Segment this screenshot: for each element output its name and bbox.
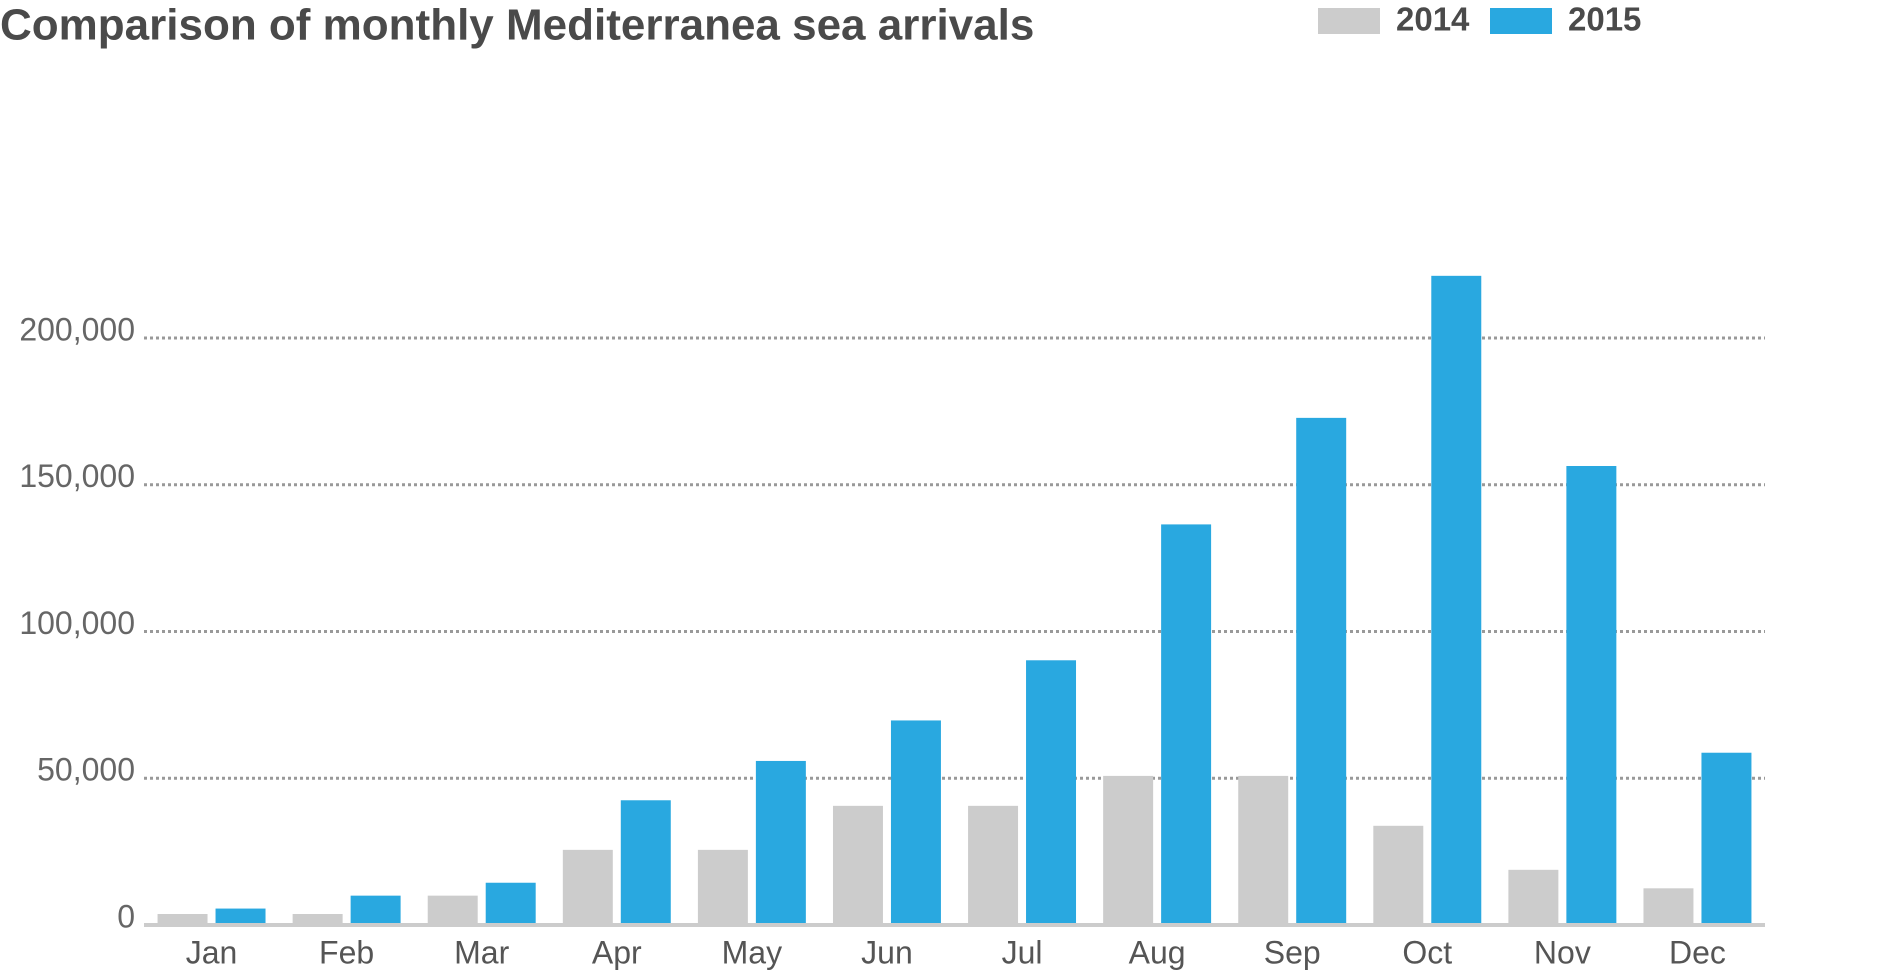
bar xyxy=(215,908,266,925)
bar xyxy=(1643,888,1694,925)
x-tick-label: Dec xyxy=(1669,934,1726,970)
y-tick-label: 0 xyxy=(117,898,135,934)
legend-swatch xyxy=(1490,8,1552,34)
legend-label: 2014 xyxy=(1396,1,1470,38)
bar xyxy=(890,720,941,925)
bar xyxy=(1431,275,1482,926)
bar xyxy=(1103,775,1154,925)
bar xyxy=(1026,660,1077,925)
bar xyxy=(1161,524,1212,925)
bar xyxy=(1373,825,1424,925)
bar xyxy=(1238,775,1289,925)
x-tick-label: Jul xyxy=(1002,934,1043,970)
x-tick-label: May xyxy=(722,934,782,970)
bar xyxy=(968,805,1019,925)
bar xyxy=(1566,466,1617,925)
legend-swatch xyxy=(1318,8,1380,34)
y-tick-label: 50,000 xyxy=(37,752,135,788)
x-tick-label: Mar xyxy=(454,934,509,970)
bar xyxy=(697,849,748,925)
bar xyxy=(350,895,401,925)
x-tick-label: Apr xyxy=(592,934,642,970)
y-tick-label: 150,000 xyxy=(19,458,135,494)
bar xyxy=(157,913,208,925)
legend-label: 2015 xyxy=(1568,1,1641,38)
x-tick-label: Oct xyxy=(1402,934,1452,970)
bar xyxy=(755,760,806,925)
bar xyxy=(1508,869,1559,925)
y-tick-label: 100,000 xyxy=(19,605,135,641)
bar xyxy=(1701,752,1752,925)
x-tick-label: Jun xyxy=(861,934,913,970)
chart-title: Comparison of monthly Mediterranea sea a… xyxy=(0,1,1034,50)
bar xyxy=(620,800,671,925)
bar xyxy=(427,895,478,925)
x-tick-label: Aug xyxy=(1129,934,1186,970)
bar xyxy=(832,805,883,925)
x-tick-label: Jan xyxy=(186,934,238,970)
x-tick-label: Nov xyxy=(1534,934,1591,970)
y-tick-label: 200,000 xyxy=(19,311,135,347)
x-tick-label: Feb xyxy=(319,934,374,970)
bar xyxy=(485,882,536,925)
bar xyxy=(562,849,613,925)
bar xyxy=(1296,417,1347,925)
bar xyxy=(292,913,343,925)
x-tick-label: Sep xyxy=(1264,934,1321,970)
